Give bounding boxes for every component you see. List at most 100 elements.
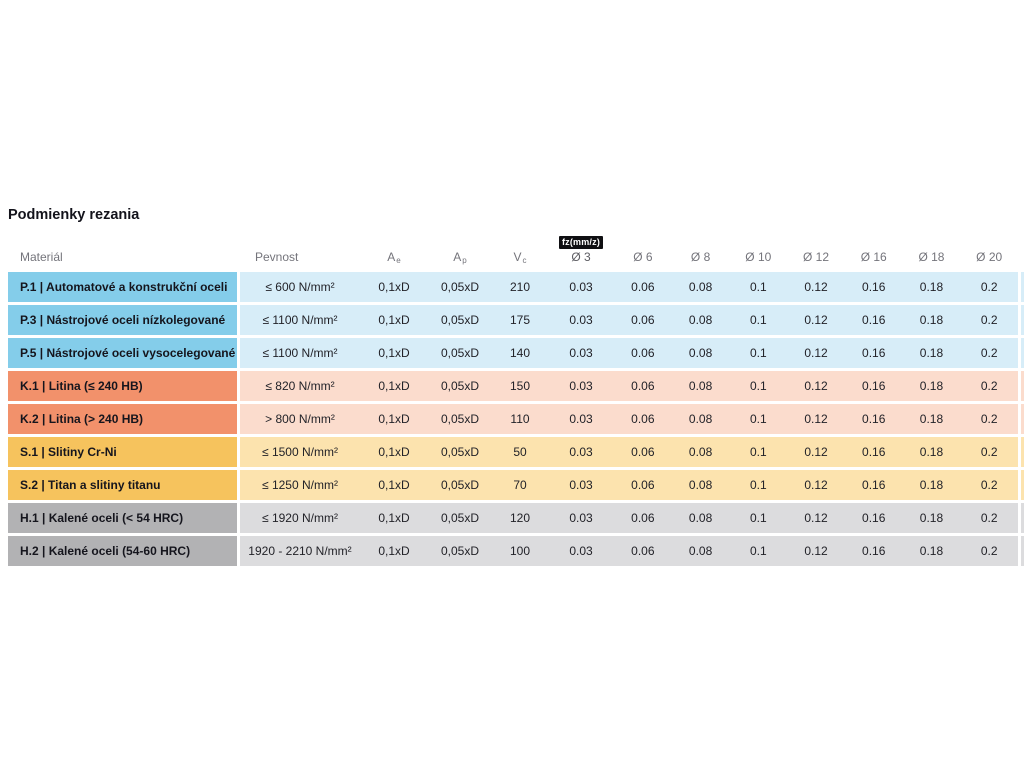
fz-value: 0.06 xyxy=(631,412,655,426)
table-row: S.1 | Slitiny Cr-Ni ≤ 1500 N/mm² 0,1xD 0… xyxy=(8,437,1024,467)
fz-value: 0.03 xyxy=(569,478,593,492)
fz-value: 0.08 xyxy=(688,511,713,525)
ap-cell: 0,05xD xyxy=(440,478,480,492)
material-cell: H.2 | Kalené oceli (54-60 HRC) xyxy=(8,536,237,566)
cell-gap xyxy=(237,338,240,368)
fz-value: 0.1 xyxy=(749,313,767,327)
ap-cell: 0,05xD xyxy=(440,346,480,360)
header-diameter: Ø 20 xyxy=(976,250,1003,264)
pevnost-cell: ≤ 1920 N/mm² xyxy=(262,511,338,525)
material-cell: K.1 | Litina (≤ 240 HB) xyxy=(8,371,237,401)
fz-value: 0.1 xyxy=(749,511,767,525)
cell-gap xyxy=(1018,470,1021,500)
fz-value: 0.2 xyxy=(980,544,998,558)
material-cell: S.1 | Slitiny Cr-Ni xyxy=(8,437,237,467)
row-body: 1920 - 2210 N/mm² 0,1xD 0,05xD 100 0.03 0… xyxy=(240,536,1018,566)
fz-value: 0.03 xyxy=(569,346,593,360)
cell-gap xyxy=(1018,272,1021,302)
fz-value: 0.08 xyxy=(688,478,713,492)
vc-cell: 70 xyxy=(513,478,527,492)
pevnost-cell: ≤ 600 N/mm² xyxy=(265,280,335,294)
fz-value: 0.08 xyxy=(688,544,713,558)
row-sliver xyxy=(1021,371,1024,401)
fz-value: 0.08 xyxy=(688,346,713,360)
pevnost-cell: ≤ 1100 N/mm² xyxy=(262,346,338,360)
table-rows: P.1 | Automatové a konstrukční oceli ≤ 6… xyxy=(8,272,1024,566)
cell-gap xyxy=(1018,404,1021,434)
table-row: H.2 | Kalené oceli (54-60 HRC) 1920 - 22… xyxy=(8,536,1024,566)
material-cell: P.1 | Automatové a konstrukční oceli xyxy=(8,272,237,302)
ap-cell: 0,05xD xyxy=(440,379,480,393)
row-sliver xyxy=(1021,536,1024,566)
fz-value: 0.12 xyxy=(804,511,828,525)
vc-cell: 210 xyxy=(509,280,531,294)
fz-value: 0.06 xyxy=(631,544,655,558)
row-body: > 800 N/mm² 0,1xD 0,05xD 110 0.03 0.06 0.0… xyxy=(240,404,1018,434)
fz-value: 0.06 xyxy=(631,346,655,360)
fz-value: 0.18 xyxy=(919,511,944,525)
header-ap-sub: p xyxy=(462,256,467,265)
material-cell: K.2 | Litina (> 240 HB) xyxy=(8,404,237,434)
fz-value: 0.16 xyxy=(862,379,886,393)
fz-value: 0.1 xyxy=(749,445,767,459)
fz-value: 0.1 xyxy=(749,346,767,360)
fz-value: 0.18 xyxy=(919,346,944,360)
header-vc-main: V xyxy=(513,250,522,264)
fz-value: 0.16 xyxy=(862,445,886,459)
cell-gap xyxy=(1018,503,1021,533)
fz-value: 0.12 xyxy=(804,544,828,558)
cell-gap xyxy=(237,503,240,533)
fz-unit-badge: fz(mm/z) xyxy=(558,236,604,249)
fz-value: 0.16 xyxy=(862,313,886,327)
fz-value: 0.06 xyxy=(631,280,655,294)
fz-value: 0.12 xyxy=(804,280,828,294)
ap-cell: 0,05xD xyxy=(440,280,480,294)
fz-value: 0.03 xyxy=(569,313,593,327)
vc-cell: 140 xyxy=(509,346,531,360)
ae-cell: 0,1xD xyxy=(378,511,410,525)
fz-value: 0.1 xyxy=(749,379,767,393)
table-row: H.1 | Kalené oceli (< 54 HRC) ≤ 1920 N/m… xyxy=(8,503,1024,533)
fz-value: 0.08 xyxy=(688,412,713,426)
fz-value: 0.03 xyxy=(569,412,593,426)
pevnost-cell: ≤ 1100 N/mm² xyxy=(262,313,338,327)
header-ae-sub: e xyxy=(396,256,401,265)
fz-value: 0.18 xyxy=(919,412,944,426)
ap-cell: 0,05xD xyxy=(440,511,480,525)
cell-gap xyxy=(1018,338,1021,368)
fz-value: 0.2 xyxy=(980,412,998,426)
fz-value: 0.16 xyxy=(862,511,886,525)
pevnost-cell: 1920 - 2210 N/mm² xyxy=(248,544,352,558)
fz-value: 0.12 xyxy=(804,445,828,459)
fz-value: 0.16 xyxy=(862,478,886,492)
fz-value: 0.16 xyxy=(862,346,886,360)
pevnost-cell: ≤ 820 N/mm² xyxy=(265,379,335,393)
fz-value: 0.06 xyxy=(631,313,655,327)
ap-cell: 0,05xD xyxy=(440,445,480,459)
header-vc-sub: c xyxy=(522,256,527,265)
fz-value: 0.12 xyxy=(804,346,828,360)
fz-value: 0.16 xyxy=(862,412,886,426)
row-sliver xyxy=(1021,305,1024,335)
header-ae-main: A xyxy=(387,250,396,264)
table-row: P.5 | Nástrojové oceli vysocelegované ≤ … xyxy=(8,338,1024,368)
ap-cell: 0,05xD xyxy=(440,313,480,327)
table-row: P.1 | Automatové a konstrukční oceli ≤ 6… xyxy=(8,272,1024,302)
material-cell: P.3 | Nástrojové oceli nízkolegované xyxy=(8,305,237,335)
fz-value: 0.2 xyxy=(980,346,998,360)
pevnost-cell: ≤ 1250 N/mm² xyxy=(262,478,338,492)
row-sliver xyxy=(1021,272,1024,302)
page-title: Podmienky rezania xyxy=(8,207,140,223)
ae-cell: 0,1xD xyxy=(378,346,410,360)
vc-cell: 110 xyxy=(510,412,530,426)
fz-value: 0.1 xyxy=(749,544,767,558)
ap-cell: 0,05xD xyxy=(440,412,480,426)
header-material: Materiál xyxy=(20,250,63,264)
header-diameter: Ø 8 xyxy=(690,250,711,264)
fz-value: 0.03 xyxy=(569,379,593,393)
cell-gap xyxy=(237,404,240,434)
